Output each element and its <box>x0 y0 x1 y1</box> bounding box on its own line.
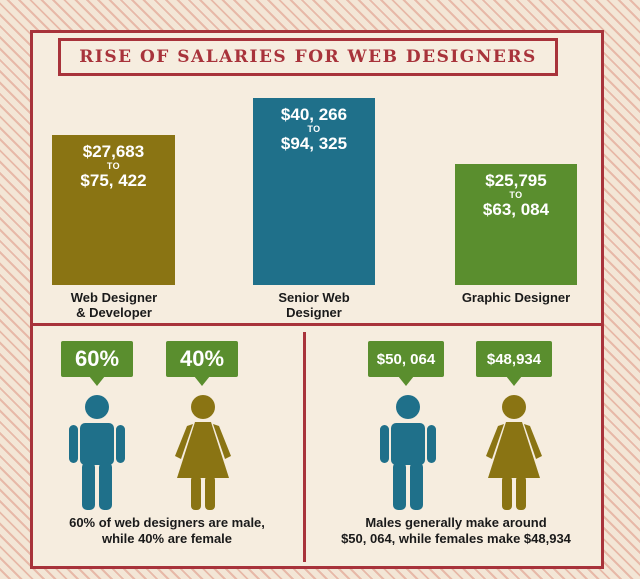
bar-range-word: TO <box>106 161 121 171</box>
male-share-badge: 60% <box>61 341 133 386</box>
vertical-divider <box>303 332 306 562</box>
bar-range-word: TO <box>509 190 523 200</box>
female-share-value: 40% <box>179 346 225 371</box>
bar-graphic-designer: $25,795 TO $63, 084 <box>455 164 577 285</box>
male-figure-icon <box>69 395 125 510</box>
bar-range-word: TO <box>307 124 321 134</box>
male-figure-icon <box>380 395 436 510</box>
male-pay-badge: $50, 064 <box>368 341 444 386</box>
bar-low-label: $25,795 <box>485 171 547 190</box>
bar-low-label: $27,683 <box>82 142 145 161</box>
category-label: Web Designer & Developer <box>70 290 158 320</box>
male-pay-value: $50, 064 <box>376 350 436 368</box>
bar-low-label: $40, 266 <box>280 105 348 124</box>
page-title: RISE OF SALARIES FOR WEB DESIGNERS <box>79 47 537 67</box>
female-pay-badge: $48,934 <box>476 341 552 386</box>
female-pay-value: $48,934 <box>486 350 542 368</box>
female-share-badge: 40% <box>166 341 238 386</box>
female-figure-icon <box>486 395 542 510</box>
male-share-value: 60% <box>74 346 120 371</box>
bar-senior-web-designer: $40, 266 TO $94, 325 <box>253 98 375 285</box>
bar-web-designer-developer: $27,683 TO $75, 422 <box>52 135 175 285</box>
bar-high-label: $75, 422 <box>80 171 147 190</box>
category-label: Senior Web Designer <box>278 290 350 320</box>
bar-high-label: $63, 084 <box>482 200 550 219</box>
female-figure-icon <box>175 395 231 510</box>
share-caption: 60% of web designers are male, while 40%… <box>69 515 265 546</box>
category-label: Graphic Designer <box>461 290 571 305</box>
title-banner: RISE OF SALARIES FOR WEB DESIGNERS <box>58 38 558 76</box>
horizontal-divider <box>33 323 601 326</box>
pay-caption: Males generally make around $50, 064, wh… <box>341 515 571 546</box>
bar-high-label: $94, 325 <box>280 134 348 153</box>
